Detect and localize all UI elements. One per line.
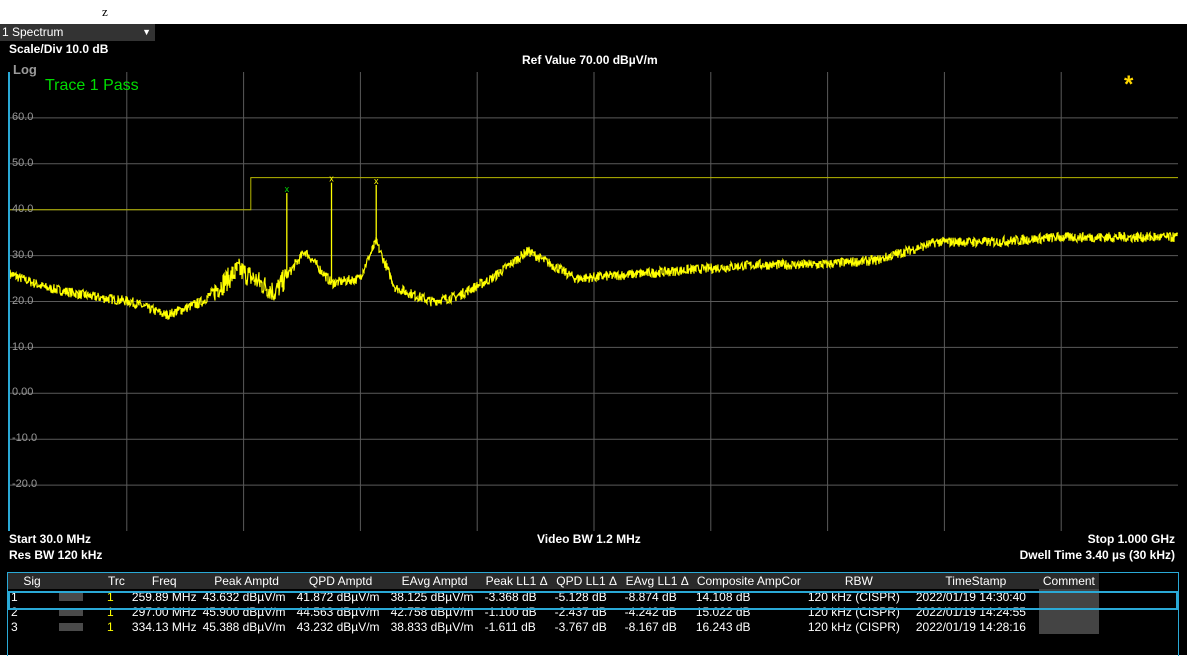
y-tick-label: 60.0 [12, 111, 34, 123]
cell-peak-amptd: 45.388 dBµV/m [202, 619, 286, 634]
trace-swatch-icon [59, 593, 83, 602]
y-tick-label: 40.0 [12, 202, 34, 215]
trace-swatch-icon [59, 608, 83, 617]
col-freq[interactable]: Freq [128, 573, 200, 589]
cell-eavg-amptd: 42.758 dBµV/m [390, 604, 474, 619]
cell-comment[interactable] [1038, 589, 1099, 604]
spectrum-selector-label: 1 Spectrum [2, 25, 64, 39]
cell-timestamp: 2022/01/19 14:24:55 [915, 604, 1026, 619]
col-sig[interactable]: Sig [8, 573, 56, 589]
cell-comment[interactable] [1038, 604, 1099, 619]
log-label: Log [13, 62, 37, 77]
cell-peak-ll1: -1.611 dB [484, 619, 536, 634]
col-eavg-ll1[interactable]: EAvg LL1 Δ [621, 573, 693, 589]
cell-eavg-amptd: 38.125 dBµV/m [390, 589, 474, 604]
cell-sig: 3 [11, 619, 18, 634]
trace-1 [10, 230, 1178, 320]
table-row[interactable]: 2 1 297.00 MHz 45.900 dBµV/m 44.563 dBµV/m 42… [8, 604, 1099, 619]
trace-pass-status: Trace 1 Pass [45, 77, 139, 94]
cell-composite-ampcor: 16.243 dB [695, 619, 751, 634]
col-swatch [56, 573, 104, 589]
ref-value: Ref Value 70.00 dBµV/m [522, 53, 658, 67]
col-eavg-amptd[interactable]: EAvg Amptd [387, 573, 482, 589]
y-tick-label: 0.00 [12, 386, 34, 399]
signal-table: Sig Trc Freq Peak Amptd QPD Amptd EAvg A… [7, 572, 1179, 656]
scale-div: Scale/Div 10.0 dB [9, 42, 109, 56]
col-timestamp[interactable]: TimeStamp [912, 573, 1039, 589]
col-qpd-amptd[interactable]: QPD Amptd [293, 573, 388, 589]
cell-trc: 1 [107, 619, 114, 634]
window-title-glyph: z [102, 4, 108, 19]
cell-qpd-amptd: 44.563 dBµV/m [296, 604, 380, 619]
cell-freq: 297.00 MHz [131, 604, 197, 619]
y-tick-label: 30.0 [12, 248, 34, 261]
cell-comment[interactable] [1038, 619, 1099, 634]
spectrum-selector[interactable]: 1 Spectrum ▼ [0, 24, 155, 41]
cell-peak-ll1: -3.368 dB [484, 589, 537, 604]
cell-qpd-amptd: 43.232 dBµV/m [296, 619, 380, 634]
chevron-down-icon[interactable]: ▼ [142, 27, 151, 37]
col-comment[interactable]: Comment [1038, 573, 1099, 589]
y-tick-label: 50.0 [12, 156, 34, 169]
cell-peak-amptd: 43.632 dBµV/m [202, 589, 286, 604]
cell-trc: 1 [107, 604, 114, 619]
cell-rbw: 120 kHz (CISPR) [807, 619, 900, 634]
stop-freq: Stop 1.000 GHz [1087, 532, 1175, 546]
cell-eavg-ll1: -8.167 dB [624, 619, 677, 634]
cell-eavg-amptd: 38.833 dBµV/m [390, 619, 474, 634]
cell-peak-ll1: -1.100 dB [484, 604, 537, 619]
y-tick-label: 20.0 [12, 294, 34, 307]
y-tick-label: 10.0 [12, 340, 34, 353]
marker-x-icon: x [329, 174, 334, 184]
spectrum-analyzer: 1 Spectrum ▼ Scale/Div 10.0 dB Ref Value… [0, 24, 1187, 656]
trace-swatch-icon [59, 623, 83, 632]
cell-eavg-ll1: -8.874 dB [624, 589, 677, 604]
col-qpd-ll1[interactable]: QPD LL1 Δ [551, 573, 622, 589]
cell-trc: 1 [107, 589, 114, 604]
trace-swatch [56, 604, 104, 619]
col-peak-ll1[interactable]: Peak LL1 Δ [481, 573, 552, 589]
cell-eavg-ll1: -4.242 dB [624, 604, 677, 619]
table-header-row: Sig Trc Freq Peak Amptd QPD Amptd EAvg A… [8, 573, 1099, 589]
spectrum-graph: x x x [10, 72, 1178, 531]
spectrum-plot[interactable]: x x x Log Trace 1 Pass * 60.0 50.0 40.0 30.0 2… [8, 62, 1178, 531]
start-freq: Start 30.0 MHz [9, 532, 92, 546]
cell-qpd-ll1: -2.437 dB [554, 604, 607, 619]
trace-swatch [56, 619, 104, 634]
dwell-time: Dwell Time 3.40 µs (30 kHz) [1019, 548, 1175, 562]
cell-qpd-ll1: -3.767 dB [554, 619, 607, 634]
cell-qpd-amptd: 41.872 dBµV/m [296, 589, 380, 604]
marker-x-icon: x [374, 176, 379, 186]
cell-rbw: 120 kHz (CISPR) [807, 604, 900, 619]
cell-qpd-ll1: -5.128 dB [554, 589, 607, 604]
limit-line [10, 177, 1178, 211]
table-row[interactable]: 1 1 259.89 MHz 43.632 dBµV/m 41.872 dBµV/m 38… [8, 589, 1099, 604]
cell-composite-ampcor: 14.108 dB [695, 589, 751, 604]
col-peak-amptd[interactable]: Peak Amptd [199, 573, 294, 589]
star-icon: * [1124, 71, 1134, 98]
trace-swatch [56, 589, 104, 604]
col-trc[interactable]: Trc [104, 573, 129, 589]
col-rbw[interactable]: RBW [804, 573, 913, 589]
col-composite-ampcor[interactable]: Composite AmpCor [692, 573, 805, 589]
cell-timestamp: 2022/01/19 14:28:16 [915, 619, 1026, 634]
video-bw: Video BW 1.2 MHz [537, 532, 641, 546]
y-tick-label: -10.0 [12, 432, 38, 445]
y-tick-label: -20.0 [12, 478, 38, 491]
cell-peak-amptd: 45.900 dBµV/m [202, 604, 286, 619]
marker-x-icon: x [285, 184, 290, 194]
cell-rbw: 120 kHz (CISPR) [807, 589, 900, 604]
table-row[interactable]: 3 1 334.13 MHz 45.388 dBµV/m 43.232 dBµV/m 38… [8, 619, 1099, 634]
cell-sig: 1 [11, 589, 18, 604]
cell-freq: 259.89 MHz [131, 589, 197, 604]
cell-freq: 334.13 MHz [131, 619, 197, 634]
cell-sig: 2 [11, 604, 18, 619]
cell-composite-ampcor: 15.022 dB [695, 604, 751, 619]
cell-timestamp: 2022/01/19 14:30:40 [915, 589, 1026, 604]
res-bw: Res BW 120 kHz [9, 548, 103, 562]
